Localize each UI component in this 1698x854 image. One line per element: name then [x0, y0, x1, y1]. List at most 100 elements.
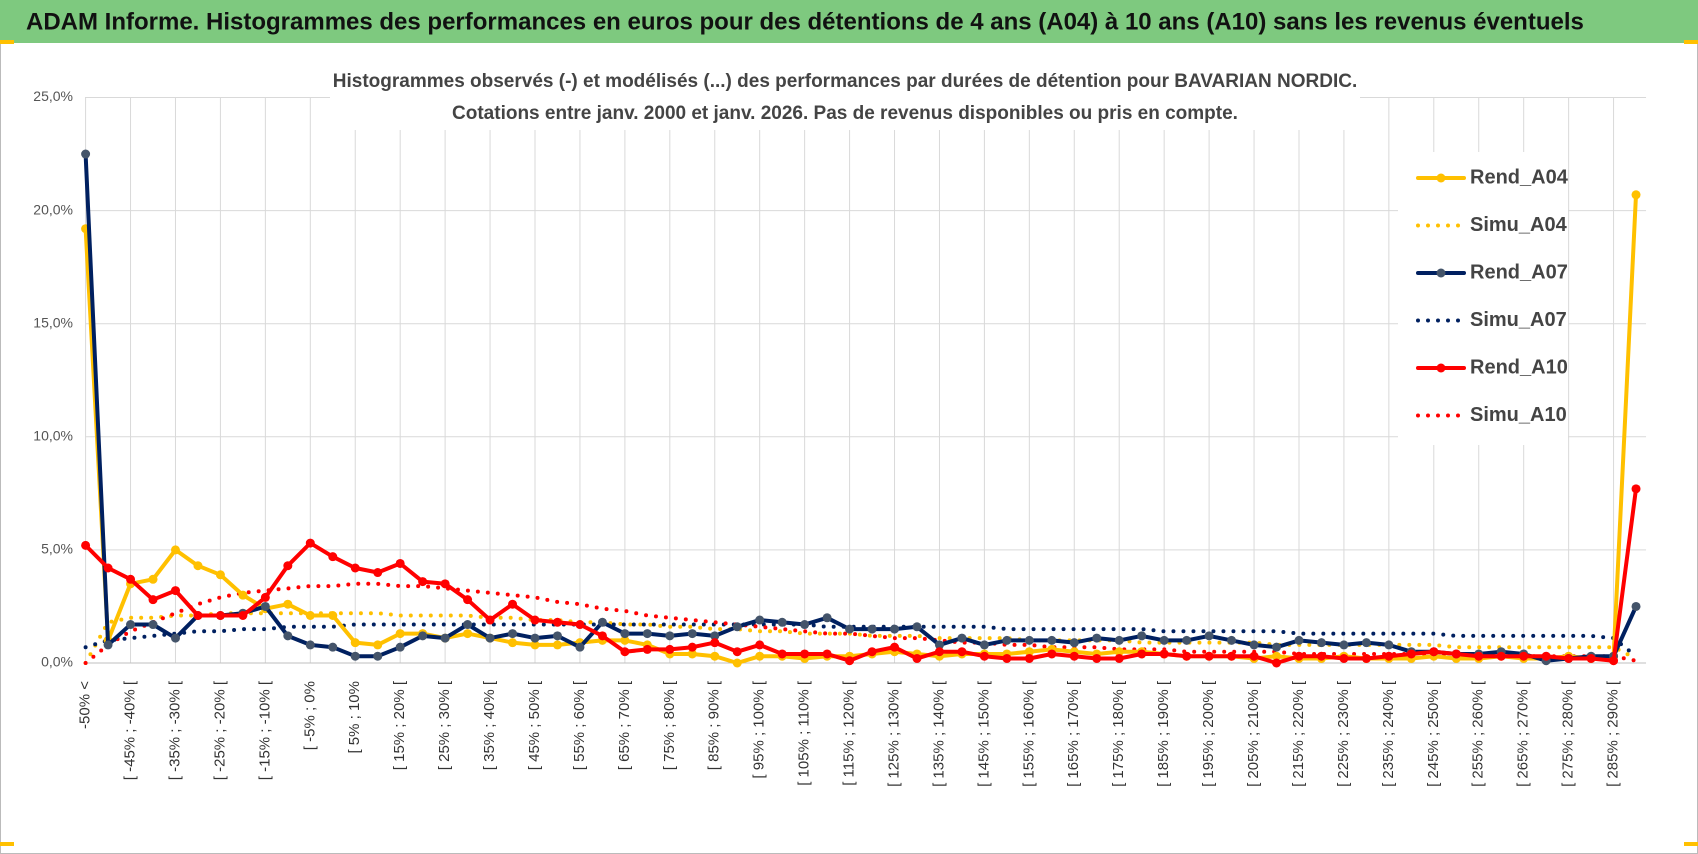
point	[238, 590, 248, 600]
point	[710, 631, 720, 641]
x-tick-label: [ 105% ; 110% [	[796, 680, 813, 786]
x-tick-label: [ 205% ; 210% [	[1245, 680, 1262, 787]
point	[1631, 190, 1641, 200]
point	[1204, 631, 1214, 641]
point	[867, 624, 877, 634]
y-tick-label: 25,0%	[33, 88, 73, 104]
point	[373, 640, 383, 650]
chart-title: ADAM Informe. Histogrammes des performan…	[26, 8, 1584, 35]
point	[170, 545, 180, 555]
x-tick-label: [ 235% ; 240% [	[1380, 680, 1397, 787]
point	[350, 563, 360, 573]
point	[867, 647, 877, 657]
legend-marker	[1436, 268, 1446, 278]
x-tick-label: [ 35% ; 40% [	[481, 680, 498, 770]
point	[395, 629, 405, 639]
x-tick-label: [ -45% ; -40% [	[122, 680, 139, 780]
point	[1496, 651, 1506, 661]
point	[395, 558, 405, 568]
x-tick-label: [ 285% ; 290% [	[1605, 680, 1622, 787]
point	[193, 561, 203, 571]
point	[1227, 635, 1237, 645]
point	[912, 653, 922, 663]
point	[1182, 635, 1192, 645]
point	[1137, 631, 1147, 641]
x-tick-label: [ -25% ; -20% [	[211, 680, 228, 780]
point	[170, 633, 180, 643]
x-tick-label: [ 25% ; 30% [	[436, 680, 453, 770]
point	[305, 610, 315, 620]
point	[1429, 647, 1439, 657]
chart-subtitle: Cotations entre janv. 2000 et janv. 2026…	[452, 103, 1238, 124]
point	[912, 622, 922, 632]
point	[620, 629, 630, 639]
x-tick-label: [ 225% ; 230% [	[1335, 680, 1352, 787]
point	[1024, 647, 1034, 657]
point	[845, 656, 855, 666]
point	[979, 640, 989, 650]
point	[1182, 651, 1192, 661]
x-tick-label: [ 65% ; 70% [	[616, 680, 633, 770]
y-tick-label: 5,0%	[41, 541, 73, 557]
point	[1406, 649, 1416, 659]
point	[215, 570, 225, 580]
point	[957, 647, 967, 657]
point	[890, 642, 900, 652]
legend-label: Rend_A07	[1470, 261, 1568, 283]
point	[1272, 658, 1282, 668]
point	[1249, 640, 1259, 650]
point	[687, 642, 697, 652]
point	[934, 640, 944, 650]
point	[485, 633, 495, 643]
point	[575, 620, 585, 630]
point	[305, 538, 315, 548]
x-tick-label: [ 145% ; 150% [	[975, 680, 992, 787]
x-tick-label: [ 185% ; 190% [	[1155, 680, 1172, 787]
point	[148, 595, 158, 605]
point	[305, 640, 315, 650]
x-tick-label: [ -15% ; -10% [	[256, 680, 273, 780]
point	[1272, 642, 1282, 652]
corner	[0, 40, 14, 44]
point	[552, 640, 562, 650]
point	[440, 579, 450, 589]
point	[1114, 653, 1124, 663]
point	[620, 647, 630, 657]
legend-label: Rend_A10	[1470, 356, 1568, 378]
x-tick-label: [ 255% ; 260% [	[1470, 680, 1487, 787]
y-tick-label: 20,0%	[33, 201, 73, 217]
y-tick-label: 15,0%	[33, 314, 73, 330]
point	[81, 149, 91, 159]
point	[1361, 638, 1371, 648]
point	[238, 610, 248, 620]
point	[1227, 651, 1237, 661]
point	[1541, 651, 1551, 661]
point	[1204, 651, 1214, 661]
observed-line	[83, 486, 1638, 665]
point	[1024, 635, 1034, 645]
point	[170, 586, 180, 596]
point	[418, 631, 428, 641]
point	[530, 640, 540, 650]
point	[575, 642, 585, 652]
point	[328, 642, 338, 652]
legend-label: Simu_A04	[1470, 214, 1568, 236]
point	[800, 649, 810, 659]
x-tick-label: [ 265% ; 270% [	[1515, 680, 1532, 787]
title-bar	[0, 0, 1698, 43]
x-tick-label: [ 195% ; 200% [	[1200, 680, 1217, 787]
x-tick-label: [ 75% ; 80% [	[661, 680, 678, 770]
point	[979, 651, 989, 661]
point	[283, 561, 293, 571]
point	[508, 629, 518, 639]
point	[508, 638, 518, 648]
point	[1272, 651, 1282, 661]
point	[508, 599, 518, 609]
point	[126, 574, 136, 584]
corner	[1684, 40, 1698, 44]
point	[800, 620, 810, 630]
point	[1339, 653, 1349, 663]
point	[463, 595, 473, 605]
x-tick-label: [ 215% ; 220% [	[1290, 680, 1307, 787]
